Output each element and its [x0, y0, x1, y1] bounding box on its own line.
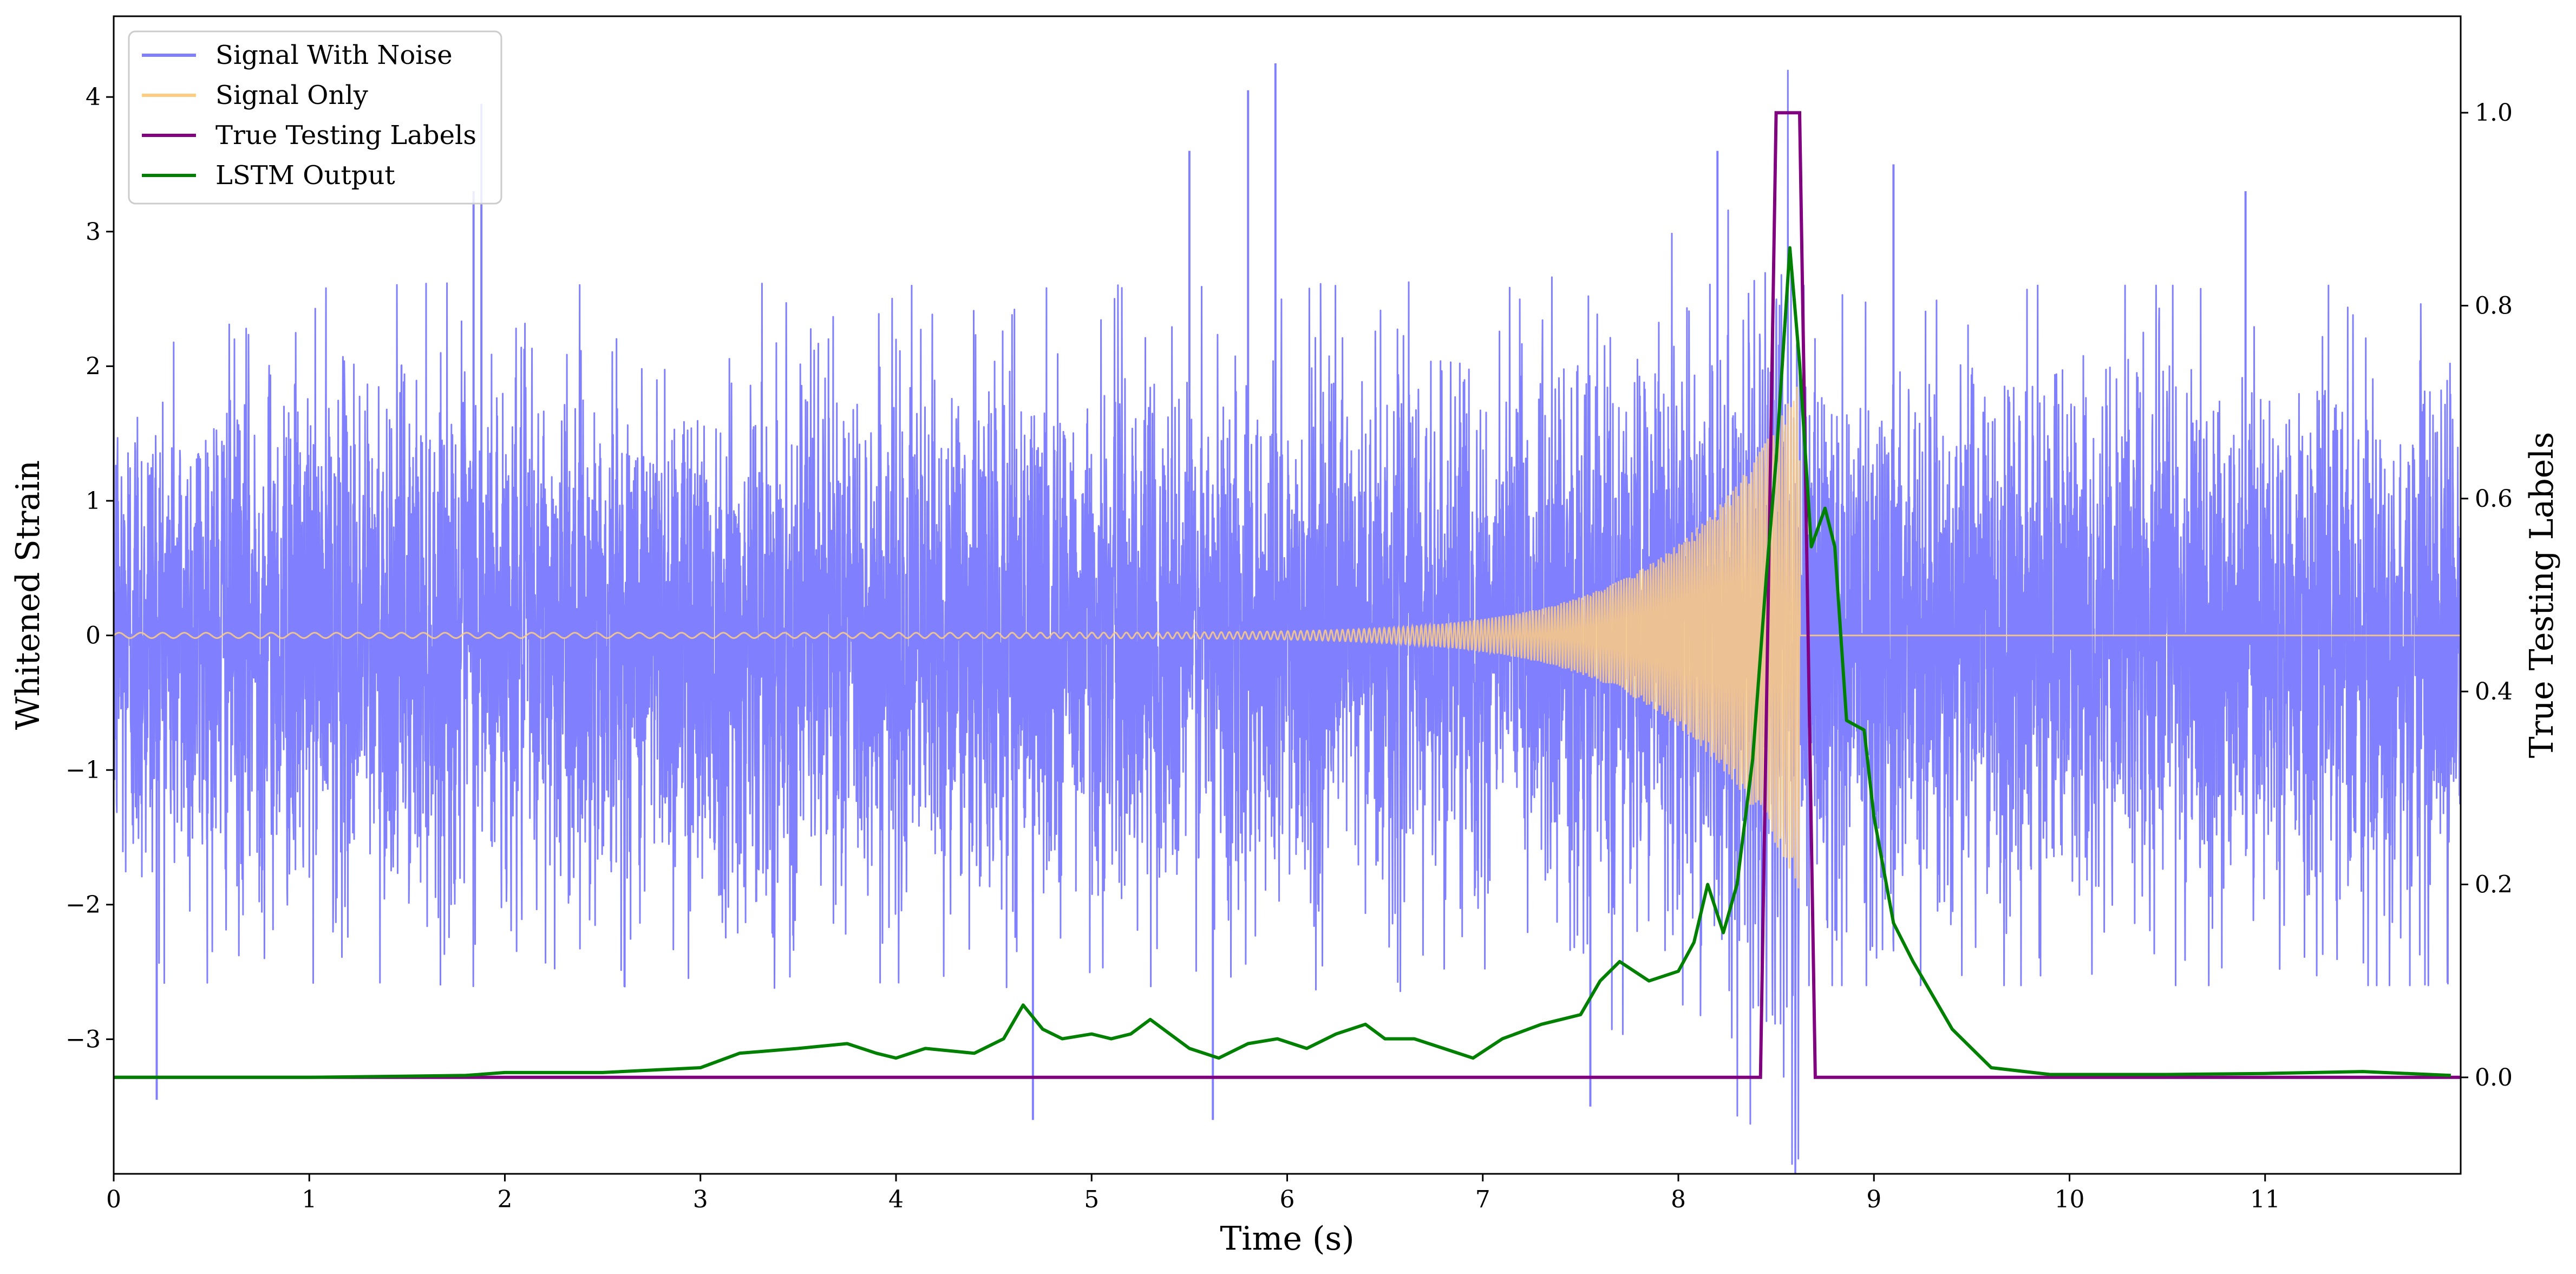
x-tick-label: 2 [498, 1186, 513, 1213]
y-axis-label: Whitened Strain [9, 460, 47, 730]
signal-with-noise-series [114, 63, 2461, 1174]
legend: Signal With Noise Signal Only True Testing… [128, 30, 502, 205]
x-tick-label: 1 [302, 1186, 317, 1213]
y2-tick-label: 0.0 [2475, 1064, 2513, 1092]
y2-tick-label: 1.0 [2475, 99, 2513, 127]
y-tick-label: 2 [86, 352, 101, 380]
x-tick-label: 4 [888, 1186, 904, 1213]
legend-entry: Signal Only [215, 80, 368, 110]
signal-with-noise-line [114, 69, 2461, 1174]
legend-entry: Signal With Noise [215, 40, 453, 70]
true-testing-labels-series [114, 111, 2461, 1079]
x-tick-label: 11 [2250, 1186, 2280, 1213]
x-tick-label: 6 [1280, 1186, 1295, 1213]
y-tick-label: 3 [86, 218, 101, 246]
signal-only-line [114, 387, 2461, 888]
y2-tick-label: 0.4 [2475, 678, 2513, 705]
lstm-output-series [114, 246, 2451, 1079]
x-tick-label: 7 [1475, 1186, 1490, 1213]
legend-entry: LSTM Output [215, 160, 395, 191]
y-axis-right: 0.0 0.2 0.4 0.6 0.8 1.0 [2461, 99, 2513, 1092]
y2-axis-label: True Testing Labels [2523, 432, 2561, 759]
y-tick-label: −2 [66, 891, 101, 919]
x-axis: 0 1 2 3 4 5 6 7 8 9 10 11 [106, 1174, 2280, 1213]
legend-entry: True Testing Labels [215, 120, 476, 151]
y2-tick-label: 0.2 [2475, 871, 2513, 899]
y-tick-label: −1 [66, 756, 101, 784]
x-axis-label: Time (s) [1220, 1220, 1354, 1258]
y-axis-left: −3 −2 −1 0 1 2 3 4 [66, 83, 114, 1053]
x-tick-label: 5 [1084, 1186, 1099, 1213]
y2-tick-label: 0.6 [2475, 485, 2513, 513]
x-tick-label: 3 [693, 1186, 708, 1213]
y2-tick-label: 0.8 [2475, 292, 2513, 320]
x-tick-label: 10 [2055, 1186, 2085, 1213]
x-tick-label: 8 [1671, 1186, 1686, 1213]
y-tick-label: 1 [86, 487, 101, 515]
y-tick-label: 4 [86, 83, 101, 111]
y-tick-label: −3 [66, 1025, 101, 1053]
true-testing-labels-line [114, 111, 2461, 1079]
x-tick-label: 9 [1866, 1186, 1881, 1213]
signal-only-series [114, 387, 2461, 888]
x-tick-label: 0 [106, 1186, 121, 1213]
lstm-output-line [114, 246, 2451, 1079]
y-tick-label: 0 [86, 622, 101, 650]
